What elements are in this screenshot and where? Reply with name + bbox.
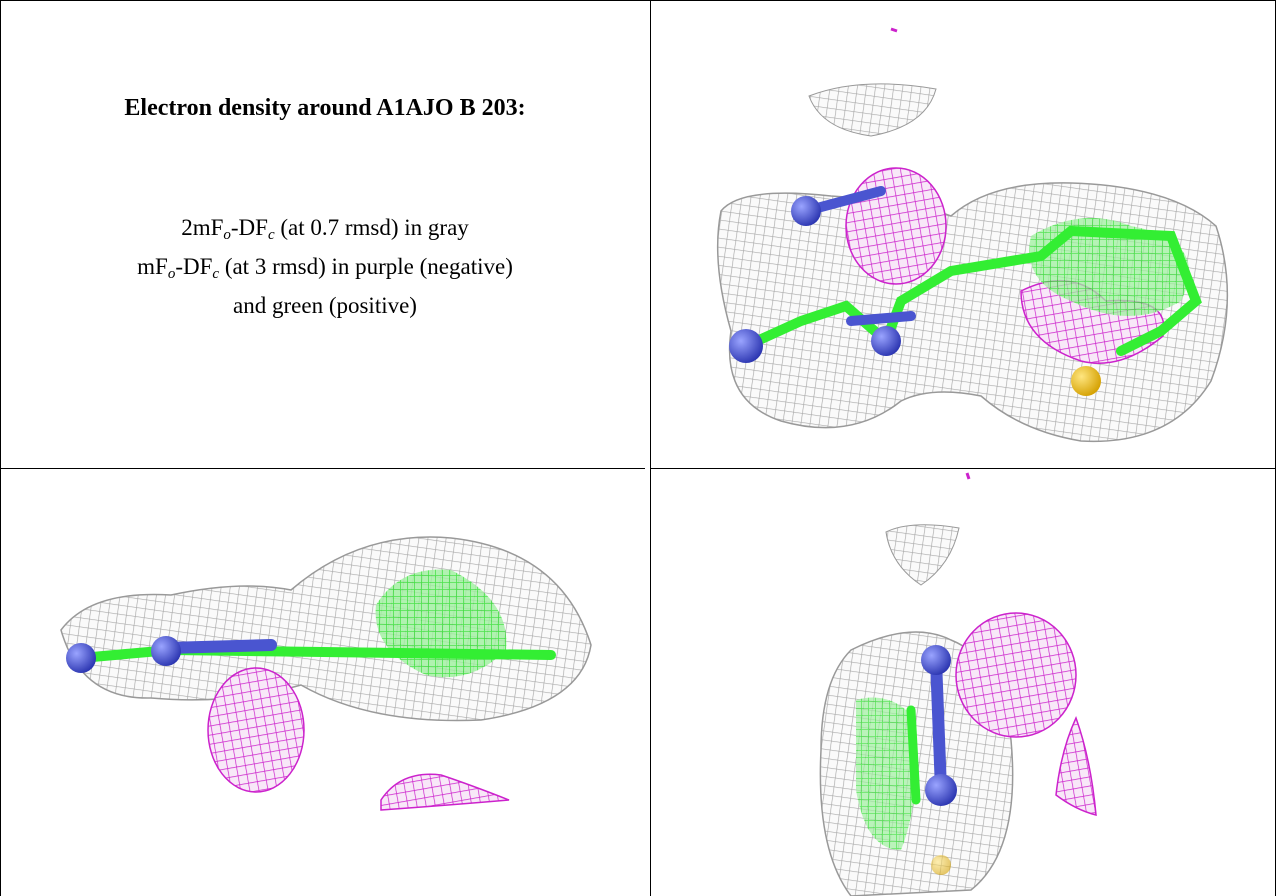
atom [66,643,96,673]
purple-mesh [845,167,947,285]
atom [925,774,957,806]
left-rule [0,0,1,896]
middle-rule [650,0,651,896]
text: (at 0.7 rmsd) in gray [274,215,469,240]
purple-mesh [207,667,305,793]
green-mesh [1029,218,1190,316]
text: (at 3 rmsd) in purple (negative) [219,254,513,279]
text: -DF [230,215,268,240]
subscript: o [223,227,231,243]
fragment [965,472,971,480]
density-view-3 [819,472,1097,896]
atom [921,645,951,675]
text: and green (positive) [233,293,417,318]
legend-line: mFo-DFc (at 3 rmsd) in purple (negative) [0,251,650,290]
row-rule-right [651,468,1276,469]
bond [160,639,277,654]
atom [791,196,821,226]
title: Electron density around A1AJO B 203: [124,95,526,121]
legend-line: 2mFo-DFc (at 0.7 rmsd) in gray [0,212,650,251]
gray-mesh [60,536,592,722]
green-mesh [856,697,917,850]
atom [729,329,763,363]
purple-mesh [1055,716,1097,816]
bond [846,311,916,326]
subscript: c [267,227,275,243]
purple-mesh [955,612,1077,738]
purple-mesh [380,773,510,811]
atom [931,855,951,875]
density-view-1 [716,27,1229,443]
atom [1071,366,1101,396]
row-rule-left [0,468,645,469]
bond [906,705,921,805]
gray-mesh [885,524,960,586]
bond [741,225,1202,356]
fragment [890,27,898,33]
density-view-2 [60,536,592,811]
atom [151,636,181,666]
text: 2mF [181,215,224,240]
legend: 2mFo-DFc (at 0.7 rmsd) in gray mFo-DFc (… [0,212,650,321]
top-rule [0,0,1276,1]
bond [930,654,947,796]
text: mF [137,254,168,279]
gray-mesh [808,83,937,137]
atom [871,326,901,356]
subscript: c [212,266,220,282]
subscript: o [167,266,176,282]
legend-line: and green (positive) [0,290,650,321]
text: -DF [175,254,213,279]
